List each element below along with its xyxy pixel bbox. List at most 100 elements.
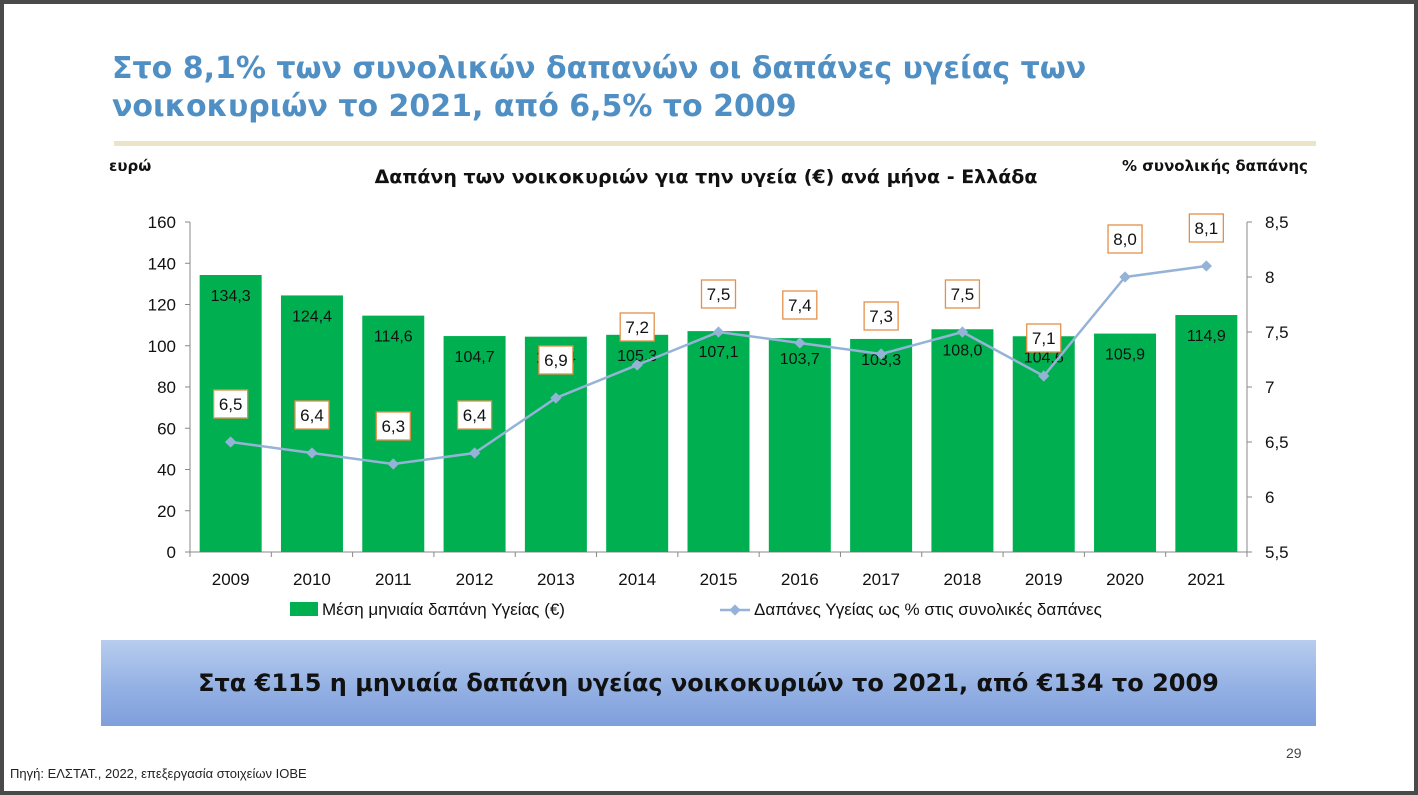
line-data-label: 7,5 [951,285,975,304]
health-expenditure-chart: Δαπάνη των νοικοκυριών για την υγεία (€)… [148,166,1289,619]
line-data-label: 6,9 [544,351,568,370]
left-tick-label: 160 [148,213,176,232]
x-tick-label: 2020 [1106,570,1144,589]
source-note: Πηγή: ΕΛΣΤΑΤ., 2022, επεξεργασία στοιχεί… [10,766,307,781]
line-data-label-box [619,312,655,342]
bar [1094,333,1157,552]
x-tick-label: 2019 [1025,570,1063,589]
bar [606,334,669,552]
bar-data-label: 124,4 [292,308,332,325]
left-tick-label: 140 [148,254,176,273]
bar-data-label: 114,9 [1187,328,1226,345]
line-data-label: 7,5 [707,285,731,304]
line-point [468,447,481,459]
right-axis-unit: % συνολικής δαπάνης [1122,157,1308,175]
line-point [224,436,237,448]
bar-data-label: 103,3 [861,352,901,369]
bar [850,338,913,552]
bar-data-label: 105,9 [1105,347,1145,364]
line-data-label: 7,4 [788,296,812,315]
line-data-label-box [863,301,899,331]
line-data-label-box [538,345,574,375]
x-tick-label: 2009 [212,570,250,589]
line-data-label: 7,3 [869,307,893,326]
bar-data-label: 134,3 [211,288,251,305]
bar [687,331,750,552]
x-tick-label: 2017 [862,570,900,589]
bar-data-label: 104,7 [455,349,495,366]
left-tick-label: 0 [167,543,176,562]
right-tick-label: 6,5 [1265,433,1289,452]
line-point [1038,370,1050,382]
right-tick-label: 7,5 [1265,323,1289,342]
right-tick-label: 8 [1265,268,1274,287]
line-data-label: 6,4 [300,406,324,425]
bar-data-label: 107,1 [698,344,738,361]
right-tick-label: 5,5 [1265,543,1289,562]
line-data-label: 7,1 [1032,329,1056,348]
left-tick-label: 120 [148,296,176,315]
line-data-label-box [1188,213,1224,243]
bar-data-label: 108,0 [942,342,982,359]
bar [443,336,506,552]
line-data-label: 8,0 [1113,230,1137,249]
x-tick-label: 2014 [618,570,656,589]
left-tick-label: 60 [157,419,176,438]
line-data-label-box [700,279,737,309]
x-tick-label: 2018 [944,570,982,589]
right-tick-label: 8,5 [1265,213,1289,232]
line-data-label-box [456,400,493,430]
summary-banner: Στα €115 η μηνιαία δαπάνη υγείας νοικοκυ… [101,640,1316,726]
line-data-label: 6,3 [381,417,405,436]
bar [1012,336,1075,552]
line-data-label: 7,2 [625,318,649,337]
x-tick-label: 2010 [293,570,331,589]
line-data-label-box [294,400,330,430]
left-tick-label: 80 [157,378,176,397]
x-tick-label: 2015 [700,570,738,589]
line-point [794,337,806,349]
line-point [875,348,887,360]
line-point [306,447,318,459]
line-data-label-box [782,290,818,320]
legend-bar-label: Μέση μηνιαία δαπάνη Υγείας (€) [322,600,565,619]
legend-line-label: Δαπάνες Υγείας ως % στις συνολικές δαπάν… [754,600,1102,619]
x-tick-label: 2016 [781,570,819,589]
line-data-label: 8,1 [1195,219,1219,238]
chart-title: Δαπάνη των νοικοκυριών για την υγεία (€)… [375,166,1038,188]
line-point [631,359,643,371]
left-axis-unit: ευρώ [109,157,152,175]
line-data-label-box [213,389,249,419]
line-data-label-box [944,279,981,309]
bar [1175,315,1238,552]
bar [931,329,994,552]
x-tick-label: 2013 [537,570,575,589]
x-tick-label: 2021 [1187,570,1225,589]
legend-line-marker [729,604,741,616]
line-data-label-box [375,411,411,441]
line-point [956,326,969,338]
line-point [1200,260,1213,272]
line-data-label: 6,4 [463,406,487,425]
left-tick-label: 40 [157,461,176,480]
bar-data-label: 114,6 [374,329,413,346]
line-data-label-box [1107,224,1143,254]
left-tick-label: 100 [148,337,176,356]
right-tick-label: 7 [1265,378,1274,397]
x-tick-label: 2011 [375,570,412,589]
line-point [1119,271,1131,283]
summary-banner-text: Στα €115 η μηνιαία δαπάνη υγείας νοικοκυ… [198,669,1219,697]
x-tick-label: 2012 [456,570,494,589]
bar-data-label: 103,7 [780,351,820,368]
line-point [387,458,399,470]
line-point [712,326,725,338]
right-tick-label: 6 [1265,488,1274,507]
bar [768,338,831,552]
left-tick-label: 20 [157,502,176,521]
title-divider [114,141,1316,146]
line-point [550,392,562,404]
slide-title: Στο 8,1% των συνολικών δαπανών οι δαπάνε… [112,51,1087,124]
line-data-label: 6,5 [219,395,243,414]
page-number: 29 [1286,745,1302,761]
